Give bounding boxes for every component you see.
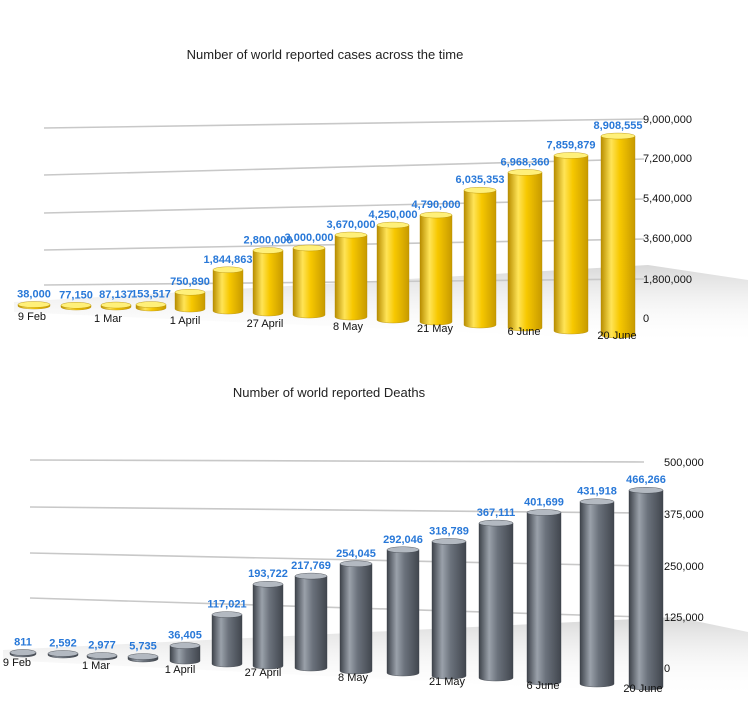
- deaths-value-label: 36,405: [168, 630, 202, 642]
- cases-bar: [419, 211, 453, 326]
- deaths-floor-shadow: [3, 617, 748, 697]
- cases-value-label: 3,670,000: [327, 219, 376, 231]
- cases-bar: [60, 302, 92, 311]
- cases-value-label: 6,968,360: [501, 156, 550, 168]
- cases-value-label: 1,844,863: [204, 254, 253, 266]
- deaths-y-tick-label: 0: [664, 663, 670, 675]
- deaths-bar: [431, 538, 467, 680]
- cases-y-tick-label: 0: [643, 313, 649, 325]
- cases-x-tick-label: 27 April: [247, 318, 284, 330]
- cases-gridline: [43, 198, 645, 214]
- deaths-value-label: 401,699: [524, 496, 564, 508]
- deaths-bar: [86, 652, 118, 661]
- cases-gridline: [43, 118, 645, 129]
- cases-bar: [553, 152, 589, 335]
- cases-chart: 0 1,800,000 3,600,000 5,400,000 7,200,000 9,0…: [14, 114, 748, 345]
- cases-value-label: 77,150: [59, 289, 93, 301]
- deaths-x-tick-label: 9 Feb: [3, 657, 31, 669]
- deaths-bar: [9, 649, 37, 658]
- cases-gridline: [43, 158, 645, 176]
- deaths-x-tick-label: 27 April: [245, 667, 282, 679]
- cases-y-tick-label: 5,400,000: [643, 193, 692, 205]
- deaths-value-label: 2,592: [49, 638, 77, 650]
- cases-value-label: 2,800,000: [244, 234, 293, 246]
- cases-y-tick-label: 7,200,000: [643, 153, 692, 165]
- cases-value-label: 750,890: [170, 276, 210, 288]
- deaths-value-label: 5,735: [129, 641, 157, 653]
- cases-bar: [252, 247, 284, 317]
- cases-bar: [292, 244, 326, 319]
- deaths-value-label: 217,769: [291, 560, 331, 572]
- deaths-y-tick-label: 250,000: [664, 561, 704, 573]
- cases-value-label: 4,790,000: [412, 199, 461, 211]
- deaths-bar: [526, 509, 562, 686]
- deaths-x-tick-label: 21 May: [429, 676, 466, 688]
- deaths-bar: [211, 611, 243, 668]
- deaths-value-label: 367,111: [477, 507, 516, 519]
- cases-value-label: 6,035,353: [456, 174, 505, 186]
- cases-value-label: 38,000: [17, 289, 51, 301]
- cases-x-tick-label: 9 Feb: [18, 311, 46, 323]
- deaths-bar: [47, 650, 79, 659]
- cases-value-label: 153,517: [131, 289, 171, 301]
- cases-x-tick-label: 6 June: [507, 326, 540, 338]
- deaths-bar: [478, 519, 514, 682]
- deaths-x-tick-label: 1 Mar: [82, 660, 110, 672]
- deaths-y-tick-label: 125,000: [664, 612, 704, 624]
- cases-value-label: 4,250,000: [369, 209, 418, 221]
- deaths-bar: [169, 642, 201, 665]
- cases-bar: [376, 221, 410, 324]
- deaths-x-tick-label: 1 April: [165, 664, 196, 676]
- cases-x-tick-label: 1 Mar: [94, 313, 122, 325]
- deaths-value-label: 466,266: [626, 474, 666, 486]
- deaths-bar: [386, 546, 420, 677]
- deaths-chart: 0 125,000 250,000 375,000 500,000 811 2,592 2,9…: [3, 457, 748, 697]
- cases-value-label: 87,137: [99, 289, 133, 301]
- cases-x-tick-label: 20 June: [597, 330, 636, 342]
- deaths-value-label: 318,789: [429, 525, 469, 537]
- deaths-bar: [252, 581, 284, 670]
- deaths-y-tick-label: 500,000: [664, 457, 704, 469]
- chart-title-deaths: Number of world reported Deaths: [233, 385, 426, 400]
- cases-y-tick-label: 9,000,000: [643, 114, 692, 126]
- chart-title-cases: Number of world reported cases across th…: [187, 47, 464, 62]
- deaths-value-label: 431,918: [577, 486, 617, 498]
- deaths-value-label: 193,722: [248, 568, 288, 580]
- cases-bar: [212, 266, 244, 315]
- cases-value-label: 8,908,555: [594, 120, 643, 132]
- cases-y-tick-label: 1,800,000: [643, 274, 692, 286]
- deaths-value-label: 254,045: [336, 548, 376, 560]
- cases-bar: [100, 301, 132, 311]
- cases-x-tick-label: 8 May: [333, 321, 363, 333]
- cases-x-tick-label: 21 May: [417, 323, 454, 335]
- deaths-bar: [628, 487, 664, 691]
- deaths-value-label: 292,046: [383, 534, 423, 546]
- deaths-bar: [339, 560, 373, 675]
- cases-y-tick-label: 3,600,000: [643, 233, 692, 245]
- deaths-x-tick-label: 6 June: [526, 680, 559, 692]
- deaths-bar: [579, 498, 615, 688]
- cases-bar: [135, 301, 167, 312]
- cases-bar: [334, 231, 368, 321]
- deaths-gridline: [29, 459, 645, 463]
- deaths-value-label: 811: [14, 637, 32, 649]
- cases-bar: [174, 289, 206, 313]
- deaths-value-label: 117,021: [207, 599, 246, 611]
- deaths-bar: [127, 653, 159, 663]
- cases-bar: [507, 169, 543, 332]
- deaths-y-tick-label: 375,000: [664, 509, 704, 521]
- deaths-x-tick-label: 20 June: [623, 683, 662, 695]
- cases-bar: [600, 132, 636, 339]
- cases-bar: [463, 187, 497, 329]
- cases-x-tick-label: 1 April: [170, 315, 201, 327]
- deaths-bar: [294, 572, 328, 672]
- cases-value-label: 7,859,879: [547, 139, 596, 151]
- deaths-x-tick-label: 8 May: [338, 672, 368, 684]
- cases-bar: [17, 301, 51, 310]
- cases-value-label: 3,000,000: [285, 232, 334, 244]
- deaths-value-label: 2,977: [88, 640, 116, 652]
